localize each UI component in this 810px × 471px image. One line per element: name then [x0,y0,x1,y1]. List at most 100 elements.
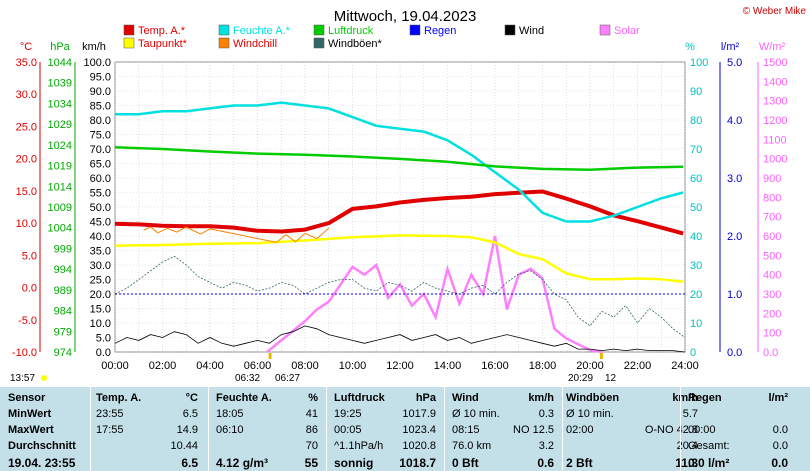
table-cell: 06:10 [216,424,244,436]
solar-axis-tick: 400 [763,270,781,282]
temp-axis-tick: -10.0 [12,347,37,359]
hpa-axis-tick: 1029 [48,119,72,131]
table-cell: Feuchte A. [216,392,272,404]
hpa-axis-tick: 1004 [48,223,72,235]
table-cell: 0.0 [771,456,788,470]
kmh-axis-tick: 65.0 [90,159,111,171]
table-cell: °C [185,392,198,404]
hpa-axis-tick: 999 [54,243,72,255]
bottom-marks: 06:32 06:27 20:29 12 13:57 [10,373,617,384]
x-tick: 14:00 [434,360,462,372]
table-cell: 23:55 [96,408,124,420]
x-tick: 22:00 [624,360,652,372]
legend-label: Wind [519,25,544,37]
sunset-time: 20:29 [568,373,593,384]
table-separator [680,387,681,471]
table-cell: Ø 10 min. [452,408,500,420]
kmh-axis-tick: 50.0 [90,202,111,214]
legend: Temp. A.* Feuchte A.* Luftdruck Regen Wind So… [123,24,640,50]
legend-label: Feuchte A.* [233,25,291,37]
temp-axis-tick: 35.0 [16,57,37,69]
unit-kmh: km/h [82,41,106,53]
table-cell: 41 [305,408,318,420]
table-cell: 0.6 [537,456,554,470]
kmh-axis-tick: 80.0 [90,115,111,127]
kmh-axis-tick: 5.0 [96,333,111,345]
table-cell: 0.0 [772,440,788,452]
pct-axis-tick: 70 [690,144,702,156]
kmh-axis-tick: 85.0 [90,101,111,113]
legend-label: Windböen* [328,38,383,50]
rain-axis-tick: 4.0 [727,115,742,127]
table-cell: 70 [305,440,318,452]
table-cell: Ø 10 min. [566,408,614,420]
hpa-axis-tick: 1039 [48,78,72,90]
hpa-axis-tick: 1044 [48,57,72,69]
status-time: 13:57 [10,373,35,384]
table-cell: 20.4 [676,440,698,452]
x-tick: 08:00 [291,360,319,372]
table-cell: 0 Bft [452,456,479,470]
table-cell: 02:00 [566,424,594,436]
legend-label: Windchill [233,38,277,50]
table-cell: 0.3 [538,408,554,420]
pct-axis-tick: 30 [690,260,702,272]
series-luftdruck [114,146,684,171]
x-tick: 04:00 [196,360,224,372]
axes: 35.0 30.0 25.0 20.0 15.0 10.0 5.0 0.0 -5.0 -10.0 1… [12,57,788,372]
x-tick: 00:00 [101,360,129,372]
sunrise-time: 06:32 [235,373,260,384]
kmh-axis-tick: 0.0 [96,347,111,359]
solar-axis-tick: 1100 [763,134,787,146]
rain-axis-tick: 2.0 [727,231,742,243]
copyright-note: © Weber Mike [743,6,807,17]
table-cell: 17:55 [96,424,124,436]
hpa-axis-tick: 1034 [48,98,72,110]
series-layer [114,101,686,359]
sunset-marker [599,353,603,359]
solar-axis-tick: 1400 [763,76,787,88]
series-wind [114,325,686,353]
hpa-axis-tick: 974 [54,347,72,359]
kmh-axis-tick: 60.0 [90,173,111,185]
legend-swatch [123,24,135,36]
rain-axis-tick: 0.0 [727,347,742,359]
solar-axis-tick: 1300 [763,96,787,108]
table-cell: Luftdruck [334,392,385,404]
chart-title: Mittwoch, 19.04.2023 [334,8,477,25]
table-cell: Durchschnitt [8,440,76,452]
legend-swatch [599,24,611,36]
temp-axis-tick: 30.0 [16,89,37,101]
pct-axis-tick: 60 [690,173,702,185]
series-taupunkt [114,234,684,284]
table-row: MinWert 23:55 6.5 18:05 41 19:25 1017.9 Ø 10 mi… [0,408,810,423]
moonrise-time: 06:27 [275,373,300,384]
table-cell: km/h [672,392,698,404]
table-cell: 5.7 [682,408,698,420]
kmh-axis-tick: 20.0 [90,289,111,301]
table-cell: 0.0 [772,424,788,436]
table-cell: Wind [452,392,479,404]
table-cell: Sensor [8,392,46,404]
table-separator [90,387,91,471]
table-cell: Regen [688,392,722,404]
table-separator [326,387,327,471]
temp-axis-tick: -5.0 [18,315,37,327]
solar-axis-tick: 700 [763,212,781,224]
table-cell: 00:00 [688,424,716,436]
temp-axis-tick: 20.0 [16,154,37,166]
series-windchill [143,226,330,243]
pct-axis-tick: 10 [690,318,702,330]
table-cell: 6.5 [181,456,198,470]
table-cell: 1017.9 [402,408,436,420]
pct-axis-tick: 0 [690,347,696,359]
table-cell: 3.2 [538,440,554,452]
unit-solar: W/m² [759,41,786,53]
pct-axis-tick: 100 [690,57,708,69]
hpa-axis-tick: 984 [54,306,72,318]
series-temp-a [114,189,684,236]
table-cell: 1020.8 [402,440,436,452]
table-cell: 86 [305,424,318,436]
rain-axis-tick: 3.0 [727,173,742,185]
table-cell: 19:25 [334,408,362,420]
